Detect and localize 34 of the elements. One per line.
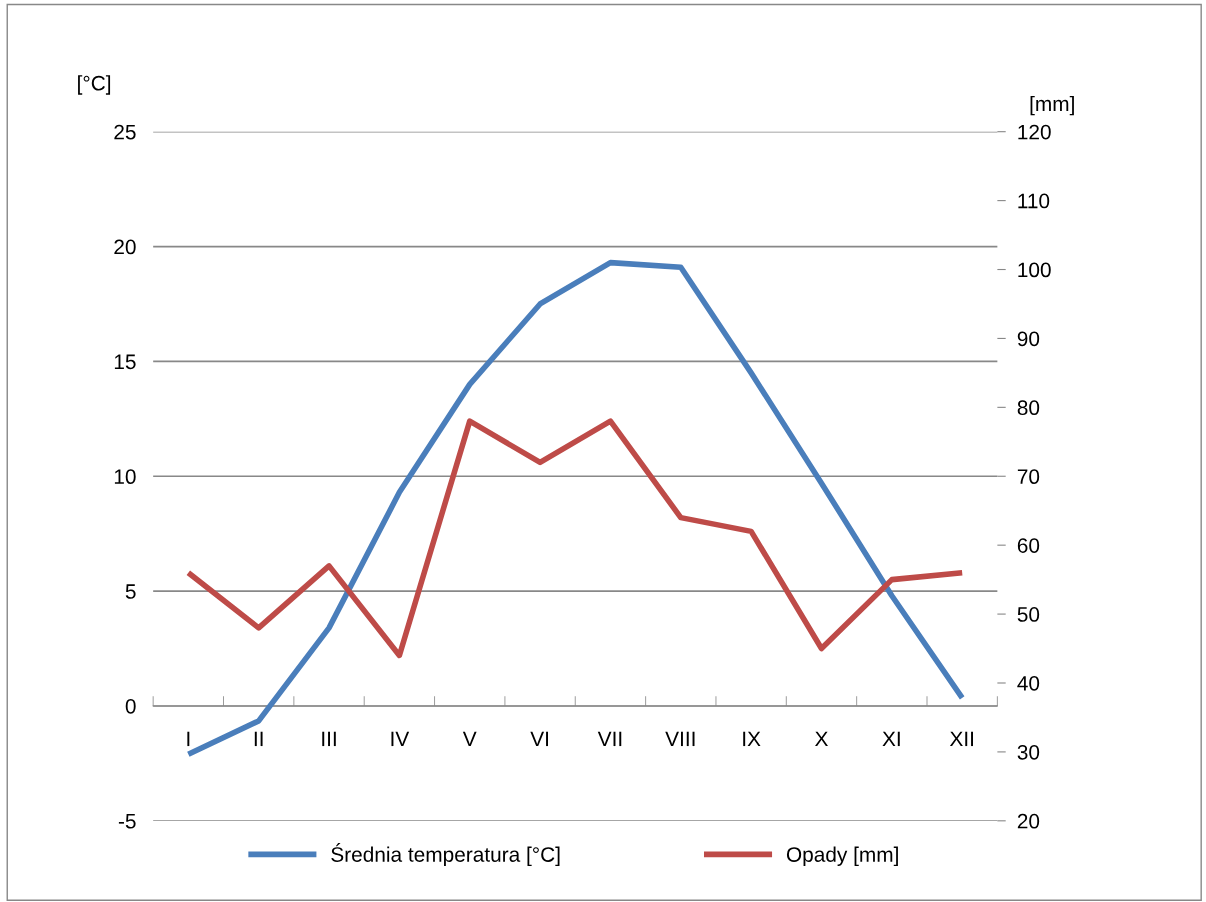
- y-tick-label: 25: [114, 124, 136, 140]
- y2-tick-label: 120: [1018, 124, 1051, 140]
- x-tick-label: VI: [530, 731, 549, 747]
- y-tick-label: 10: [114, 469, 136, 485]
- y2-tick-label: 80: [1017, 400, 1040, 416]
- y2-tick-label: 30: [1017, 744, 1040, 760]
- y2-tick-label: 110: [1018, 193, 1050, 209]
- legend-label: Opady [mm]: [786, 846, 898, 867]
- x-tick-label: VIII: [665, 731, 695, 747]
- y2-tick-label: 90: [1017, 331, 1040, 347]
- y2-tick-label: 40: [1017, 676, 1040, 691]
- y2-tick-label: 60: [1017, 538, 1040, 553]
- y-tick-label: 5: [125, 584, 136, 599]
- y2-tick-label: 100: [1018, 262, 1051, 278]
- x-tick-label: VII: [597, 731, 622, 747]
- y2-tick-label: 50: [1017, 607, 1040, 622]
- y2-axis-title: [mm]: [1030, 95, 1074, 116]
- x-tick-label: IX: [743, 731, 761, 747]
- x-tick-label: X: [815, 731, 828, 747]
- x-tick-label: XI: [882, 731, 900, 747]
- x-tick-label: XII: [949, 731, 973, 747]
- x-tick-label: III: [322, 731, 336, 747]
- y-tick-label: 15: [114, 354, 136, 370]
- y2-tick-label: 20: [1017, 813, 1040, 829]
- y-tick-label: 0: [125, 698, 136, 714]
- y2-tick-label: 70: [1017, 469, 1040, 485]
- legend-label: Średnia temperatura [°C]: [331, 843, 560, 867]
- x-tick-label: V: [462, 731, 477, 747]
- x-tick-label: II: [254, 731, 263, 747]
- y-tick-label: -5: [118, 814, 136, 829]
- y-axis-title: [°C]: [78, 75, 111, 95]
- y-tick-label: 20: [114, 239, 136, 255]
- x-tick-label: IV: [391, 731, 410, 747]
- x-tick-label: I: [187, 731, 190, 747]
